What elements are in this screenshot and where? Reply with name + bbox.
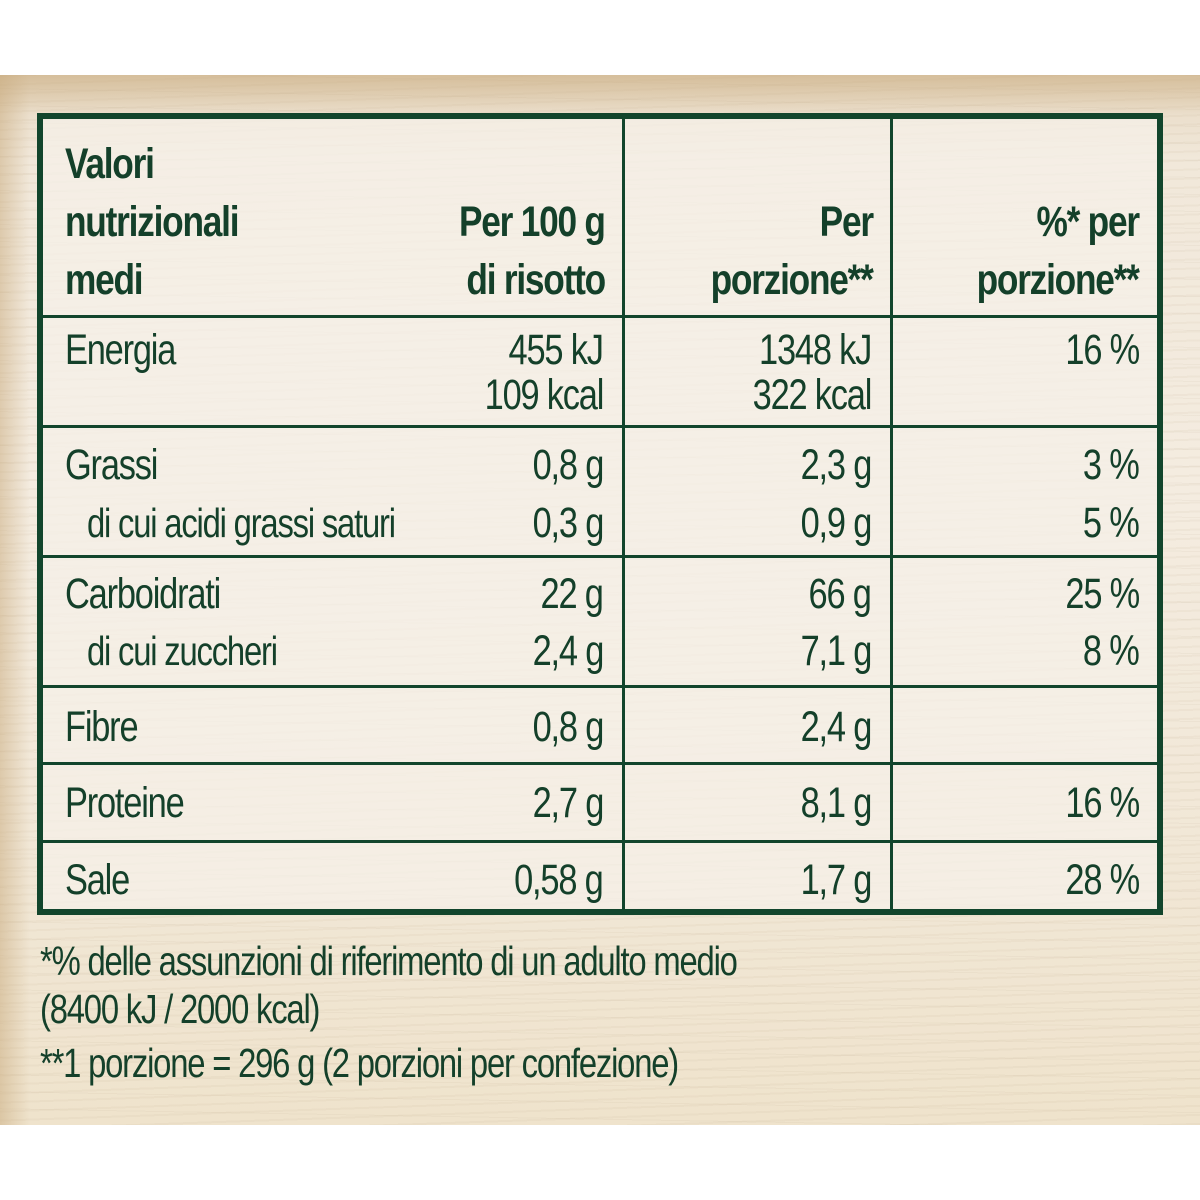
header-pct-line2: porzione** xyxy=(976,256,1140,304)
sale-pct: 28 % xyxy=(1065,856,1140,904)
row-divider xyxy=(43,315,1157,318)
row-label-proteine: Proteine xyxy=(65,779,185,827)
grassi-pct: 3 % xyxy=(1083,441,1140,489)
header-label-line1: Valori xyxy=(65,140,155,188)
proteine-per100g: 2,7 g xyxy=(532,779,604,827)
energia-perportion-kcal: 322 kcal xyxy=(752,371,872,419)
grassi-perportion: 2,3 g xyxy=(800,441,872,489)
row-divider xyxy=(43,555,1157,558)
row-label-fibre: Fibre xyxy=(65,703,139,751)
energia-per100g-kcal: 109 kcal xyxy=(484,371,604,419)
grassi-per100g: 0,8 g xyxy=(532,441,604,489)
energia-perportion-kj: 1348 kJ xyxy=(758,326,872,374)
fibre-per100g: 0,8 g xyxy=(532,703,604,751)
row-label-energia: Energia xyxy=(65,326,176,374)
proteine-pct: 16 % xyxy=(1065,779,1140,827)
footnote-reference-values: (8400 kJ / 2000 kcal) xyxy=(40,986,320,1032)
row-label-sale: Sale xyxy=(65,856,130,904)
energia-per100g-kj: 455 kJ xyxy=(508,326,604,374)
zuccheri-per100g: 2,4 g xyxy=(532,627,604,675)
footnote-reference-intake: *% delle assunzioni di riferimento di un… xyxy=(40,938,738,984)
row-divider xyxy=(43,840,1157,843)
proteine-perportion: 8,1 g xyxy=(800,779,872,827)
row-divider xyxy=(43,685,1157,688)
footnote-portion-size: **1 porzione = 296 g (2 porzioni per con… xyxy=(40,1040,679,1086)
zuccheri-pct: 8 % xyxy=(1083,627,1140,675)
energia-pct: 16 % xyxy=(1065,326,1140,374)
row-label-saturi: di cui acidi grassi saturi xyxy=(87,500,396,546)
header-label-line2: nutrizionali xyxy=(65,198,240,246)
sale-per100g: 0,58 g xyxy=(514,856,605,904)
sale-perportion: 1,7 g xyxy=(800,856,872,904)
header-perportion-line2: porzione** xyxy=(710,256,874,304)
header-pct-line1: %* per xyxy=(1036,198,1141,246)
column-divider xyxy=(890,119,893,909)
row-label-carboidrati: Carboidrati xyxy=(65,570,221,618)
carboidrati-per100g: 22 g xyxy=(540,570,604,618)
header-per100g-line2: di risotto xyxy=(466,256,606,304)
header-label-line3: medi xyxy=(65,256,144,304)
row-divider xyxy=(43,425,1157,428)
fibre-perportion: 2,4 g xyxy=(800,703,872,751)
row-label-grassi: Grassi xyxy=(65,441,158,489)
carboidrati-perportion: 66 g xyxy=(808,570,872,618)
saturi-per100g: 0,3 g xyxy=(532,499,604,547)
zuccheri-perportion: 7,1 g xyxy=(800,627,872,675)
row-divider xyxy=(43,762,1157,765)
saturi-pct: 5 % xyxy=(1083,499,1140,547)
saturi-perportion: 0,9 g xyxy=(800,499,872,547)
column-divider xyxy=(622,119,625,909)
header-perportion-line1: Per xyxy=(819,198,874,246)
header-per100g-line1: Per 100 g xyxy=(459,198,606,246)
carboidrati-pct: 25 % xyxy=(1065,570,1140,618)
nutrition-table: Valori nutrizionali medi Per 100 g di ri… xyxy=(37,113,1163,915)
row-label-zuccheri: di cui zuccheri xyxy=(87,628,278,674)
